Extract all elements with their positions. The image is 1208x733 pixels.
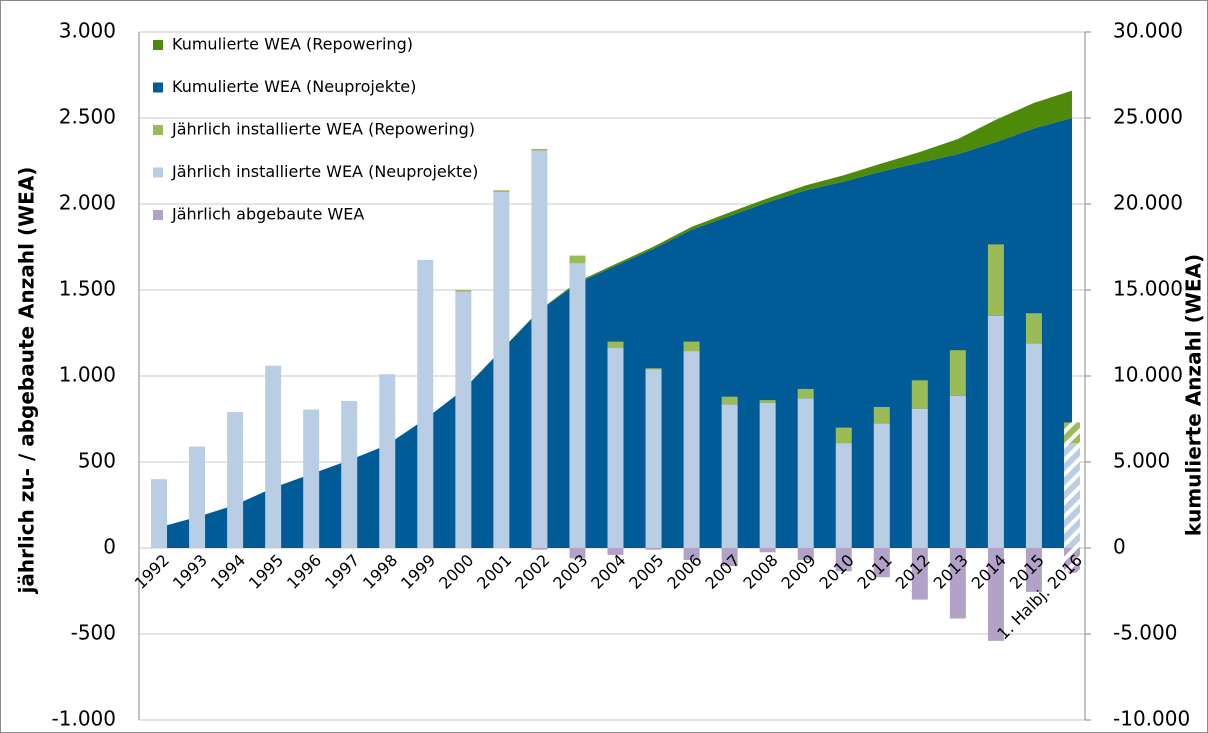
bar (1025, 343, 1042, 548)
y2-tick-label: 15.000 (1113, 277, 1183, 301)
bar (683, 341, 700, 352)
bar (341, 400, 358, 548)
legend-label: Jährlich installierte WEA (Repowering) (171, 120, 475, 139)
y2-axis-title: kumulierte Anzahl (WEA) (1182, 254, 1206, 536)
y-tick-label: -500 (71, 621, 116, 645)
bar (607, 548, 624, 555)
bar (1063, 548, 1080, 573)
bar (1063, 443, 1080, 548)
bar (873, 548, 890, 578)
bar (911, 548, 928, 600)
area (159, 90, 1072, 528)
bar (759, 402, 776, 548)
legend-swatch (153, 82, 163, 93)
y2-tick-label: 20.000 (1113, 191, 1183, 215)
legend-label: Kumulierte WEA (Repowering) (172, 35, 413, 54)
bar (1025, 313, 1042, 344)
y2-tick-label: -10.000 (1113, 707, 1190, 731)
bar (721, 396, 738, 405)
y-tick-label: 0 (103, 535, 116, 559)
bar (569, 263, 586, 548)
y-tick-label: 3.000 (59, 19, 116, 43)
y2-tick-label: 5.000 (1113, 449, 1170, 473)
y2-tick-label: -5.000 (1113, 621, 1177, 645)
bar (911, 380, 928, 409)
bar (531, 548, 548, 550)
bar (379, 374, 396, 548)
bar (645, 369, 662, 548)
bar (987, 548, 1004, 641)
y2-tick-label: 0 (1113, 535, 1126, 559)
bar (417, 259, 434, 548)
y-axis-title: jährlich zu- / abgebaute Anzahl (WEA) (15, 167, 39, 595)
bar (265, 365, 282, 548)
bar (835, 427, 852, 444)
bar (797, 388, 814, 399)
legend-swatch (153, 167, 163, 178)
bar (189, 446, 206, 548)
legend-swatch (153, 40, 163, 50)
bar (949, 350, 966, 396)
y-tick-label: 1.000 (59, 363, 116, 387)
legend-label: Jährlich installierte WEA (Neuprojekte) (171, 162, 478, 181)
bar (607, 341, 624, 348)
bar (797, 548, 814, 561)
y2-tick-label: 30.000 (1113, 19, 1183, 43)
legend-label: Kumulierte WEA (Neuprojekte) (172, 77, 416, 96)
bar (531, 150, 548, 548)
bar (569, 255, 586, 264)
bar (721, 548, 738, 567)
y-tick-label: 1.500 (59, 277, 116, 301)
y-tick-label: 2.000 (59, 191, 116, 215)
bar (911, 408, 928, 548)
y-tick-label: 500 (78, 449, 116, 473)
bar (873, 423, 890, 548)
bar (227, 412, 244, 548)
bar (493, 190, 510, 192)
bar (455, 290, 472, 292)
bar (873, 406, 890, 424)
bar (721, 404, 738, 548)
y-tick-label: -1.000 (52, 707, 116, 731)
bar (569, 548, 586, 559)
y2-tick-label: 10.000 (1113, 363, 1183, 387)
bar (151, 479, 168, 548)
bar (493, 191, 510, 548)
bar (835, 548, 852, 572)
bar (455, 291, 472, 548)
bar (987, 315, 1004, 548)
legend-label: Jährlich abgebaute WEA (171, 205, 364, 224)
bar (835, 443, 852, 548)
y-tick-label: 2.500 (59, 105, 116, 129)
bar (759, 548, 776, 553)
bar (683, 548, 700, 561)
bar (645, 368, 662, 370)
bar (1063, 422, 1080, 444)
legend-swatch (153, 125, 163, 135)
bar (683, 351, 700, 548)
y2-tick-label: 25.000 (1113, 105, 1183, 129)
bar (303, 409, 320, 548)
bar (797, 398, 814, 548)
bar (949, 548, 966, 619)
bar (607, 347, 624, 548)
bar (1025, 548, 1042, 592)
bar (987, 244, 1004, 316)
bar (949, 395, 966, 548)
bar (645, 548, 662, 550)
bar (531, 148, 548, 151)
legend-swatch (153, 210, 163, 220)
bar (759, 400, 776, 403)
